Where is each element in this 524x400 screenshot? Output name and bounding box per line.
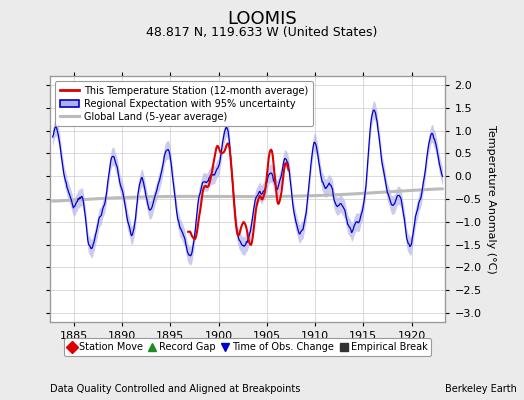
- Text: Data Quality Controlled and Aligned at Breakpoints: Data Quality Controlled and Aligned at B…: [50, 384, 300, 394]
- Legend: This Temperature Station (12-month average), Regional Expectation with 95% uncer: This Temperature Station (12-month avera…: [54, 81, 313, 126]
- Text: LOOMIS: LOOMIS: [227, 10, 297, 28]
- Legend: Station Move, Record Gap, Time of Obs. Change, Empirical Break: Station Move, Record Gap, Time of Obs. C…: [64, 338, 431, 356]
- Text: Berkeley Earth: Berkeley Earth: [445, 384, 517, 394]
- Text: 48.817 N, 119.633 W (United States): 48.817 N, 119.633 W (United States): [146, 26, 378, 39]
- Y-axis label: Temperature Anomaly (°C): Temperature Anomaly (°C): [486, 125, 496, 273]
